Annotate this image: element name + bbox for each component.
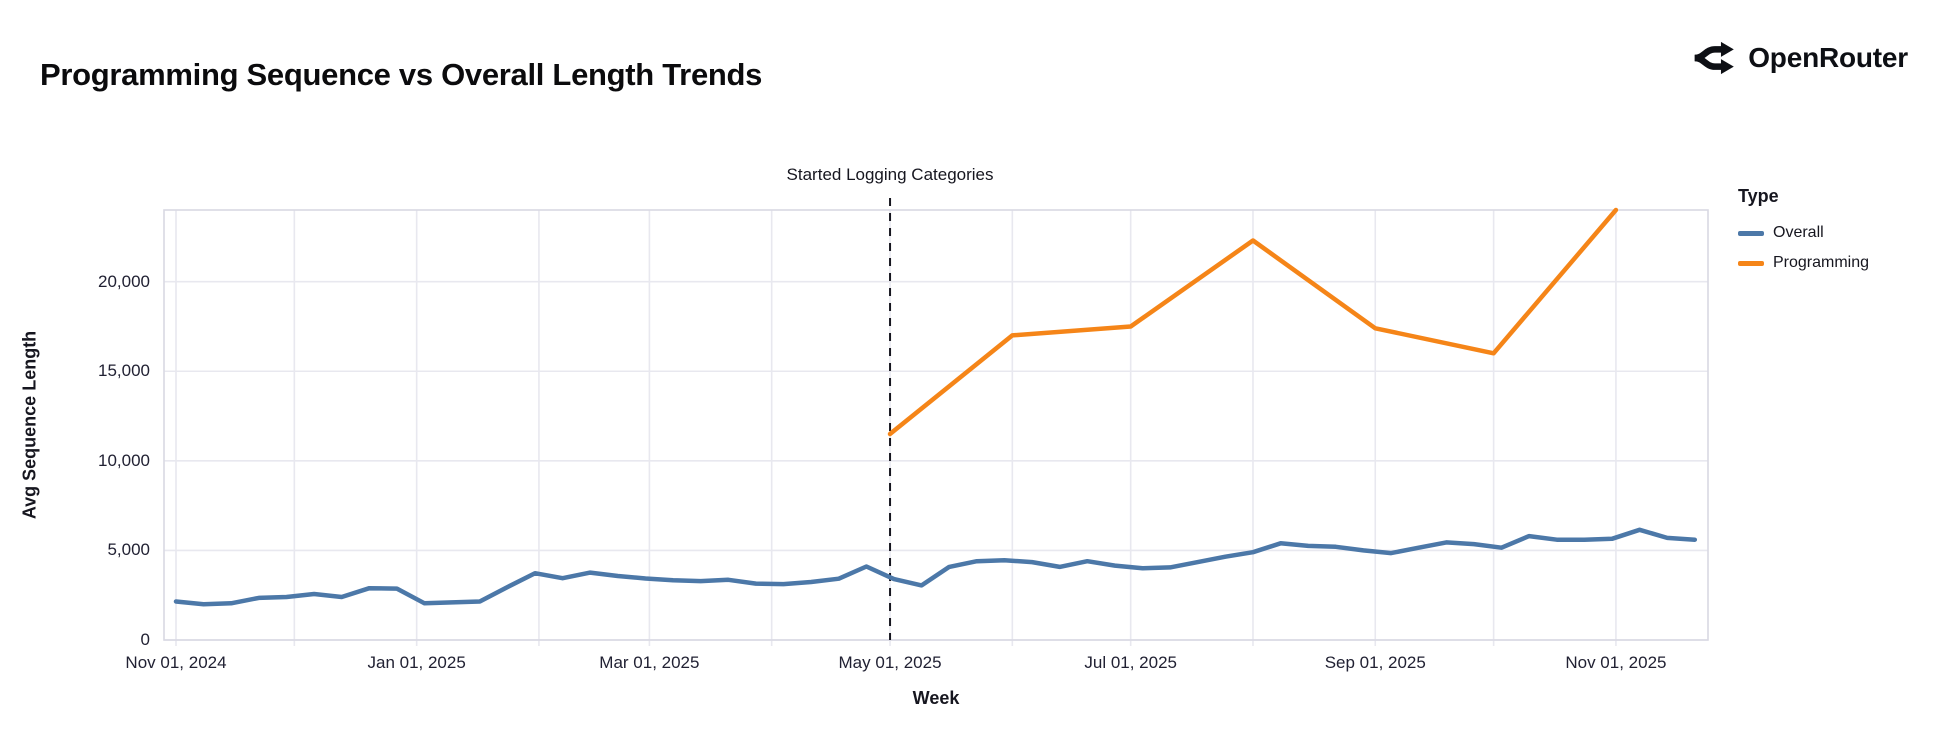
series-line-overall: [173, 527, 1698, 607]
x-tick-label: Jul 01, 2025: [1084, 653, 1178, 672]
x-tick-label: Sep 01, 2025: [1324, 653, 1426, 672]
legend-item-programming: Programming: [1738, 251, 1869, 275]
plot-border: [163, 209, 1709, 641]
x-tick-label: Nov 01, 2024: [125, 653, 227, 672]
legend-swatch-overall: [1738, 230, 1764, 236]
y-tick-label: 5,000: [107, 540, 150, 560]
annotation-label: Started Logging Categories: [786, 165, 994, 184]
x-tick-label: Nov 01, 2025: [1565, 653, 1667, 672]
brand-name: OpenRouter: [1748, 42, 1908, 73]
y-tick-label: 0: [140, 630, 150, 649]
y-tick-label: 10,000: [98, 450, 150, 470]
legend: Type Overall Programming: [1738, 186, 1869, 275]
chart-plot-area: [163, 198, 1709, 646]
x-tick-label: May 01, 2025: [838, 653, 942, 672]
brand-logo: OpenRouter: [1692, 36, 1908, 80]
x-tick-label: Jan 01, 2025: [367, 653, 466, 672]
legend-label-overall: Overall: [1773, 224, 1824, 241]
legend-swatch-programming: [1738, 260, 1764, 266]
x-axis-title: Week: [912, 688, 960, 708]
legend-label-programming: Programming: [1773, 254, 1870, 271]
y-tick-label: 15,000: [98, 361, 150, 381]
openrouter-icon: [1692, 36, 1736, 80]
legend-title: Type: [1738, 186, 1779, 206]
series-line-programming: [887, 207, 1619, 437]
x-tick-label: Mar 01, 2025: [599, 653, 700, 672]
y-tick-label: 20,000: [98, 271, 150, 291]
legend-item-overall: Overall: [1738, 221, 1869, 245]
page-title: Programming Sequence vs Overall Length T…: [40, 56, 763, 92]
